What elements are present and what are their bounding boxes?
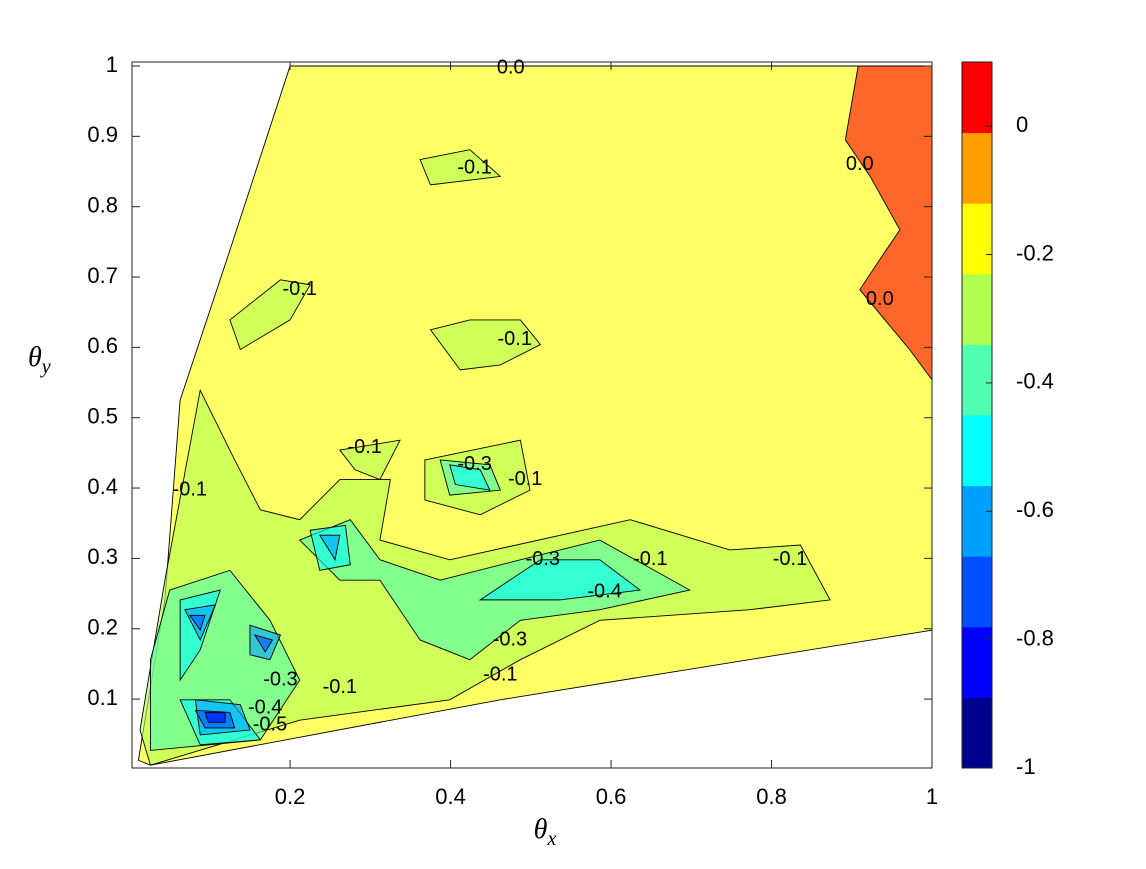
x-axis-label: θx (534, 814, 557, 849)
contour-label: -0.3 (457, 453, 491, 475)
colorbar-band (962, 132, 992, 204)
contour-label: -0.1 (773, 548, 807, 570)
contour-region (298, 519, 691, 661)
x-tick-label: 0.4 (435, 784, 466, 809)
colorbar-band (962, 344, 992, 416)
y-tick-label: 1 (106, 52, 118, 77)
contour-label: -0.3 (493, 628, 527, 650)
colorbar-band (962, 273, 992, 345)
contour-region (253, 634, 274, 653)
contour-field (137, 65, 932, 766)
y-label-symbol: θ (28, 342, 42, 373)
y-tick-label: 0.9 (87, 122, 118, 147)
contour-label: -0.4 (587, 580, 621, 602)
contour-region (844, 65, 932, 381)
colorbar-band (962, 485, 992, 557)
contour-region (229, 279, 311, 351)
contour-label: -0.1 (347, 436, 381, 458)
y-tick-label: 0.1 (87, 685, 118, 710)
contour-region (429, 319, 542, 371)
contour-region (318, 534, 341, 562)
colorbar-tick-label: 0 (1016, 112, 1028, 137)
plot-frame (131, 61, 933, 769)
y-tick-label: 0.5 (87, 404, 118, 429)
contour-region (419, 149, 502, 186)
contour-region (188, 614, 206, 632)
colorbar-tick-label: -0.4 (1016, 369, 1054, 394)
contour-label: -0.1 (173, 478, 207, 500)
contour-label: -0.1 (282, 278, 316, 300)
contour-label: -0.3 (263, 668, 297, 690)
contour-label: -0.4 (248, 696, 282, 718)
x-label-symbol: θ (534, 814, 548, 845)
contour-label: 0.0 (497, 56, 525, 78)
contour-label: -0.1 (457, 156, 491, 178)
y-tick-label: 0.2 (87, 615, 118, 640)
y-tick-label: 0.7 (87, 263, 118, 288)
colorbar-band (962, 415, 992, 487)
contour-label: 0.0 (866, 288, 894, 310)
colorbar-tick-label: -1 (1016, 754, 1036, 779)
x-tick-label: 1 (926, 784, 938, 809)
colorbar-tick-label: -0.6 (1016, 497, 1054, 522)
colorbar-band (962, 203, 992, 275)
y-axis-label: θy (28, 342, 51, 377)
colorbar-band (962, 62, 992, 134)
contour-label: -0.1 (508, 468, 542, 490)
y-label-subscript: y (40, 356, 51, 378)
contour-label: -0.1 (633, 548, 667, 570)
x-label-subscript: x (546, 828, 556, 850)
colorbar-tick-label: -0.2 (1016, 240, 1054, 265)
contour-label: 0.0 (846, 153, 874, 175)
x-tick-label: 0.8 (756, 784, 787, 809)
x-tick-label: 0.2 (275, 784, 306, 809)
contour-region (339, 439, 401, 481)
contour-region (204, 711, 226, 723)
colorbar-frame (961, 61, 993, 769)
contour-label: -0.1 (323, 676, 357, 698)
colorbar-band (962, 697, 992, 769)
contour-region (449, 464, 491, 491)
colorbar-tick-label: -0.8 (1016, 625, 1054, 650)
colorbar-band (962, 556, 992, 628)
contour-label: -0.5 (253, 713, 287, 735)
contour-label: -0.1 (498, 328, 532, 350)
contour-label: -0.3 (526, 548, 560, 570)
y-tick-label: 0.8 (87, 192, 118, 217)
contour-region (478, 559, 642, 601)
colorbar-band (962, 626, 992, 698)
contour-label: -0.1 (483, 663, 517, 685)
y-tick-label: 0.3 (87, 544, 118, 569)
y-tick-label: 0.6 (87, 333, 118, 358)
y-tick-label: 0.4 (87, 474, 118, 499)
x-tick-label: 0.6 (596, 784, 627, 809)
